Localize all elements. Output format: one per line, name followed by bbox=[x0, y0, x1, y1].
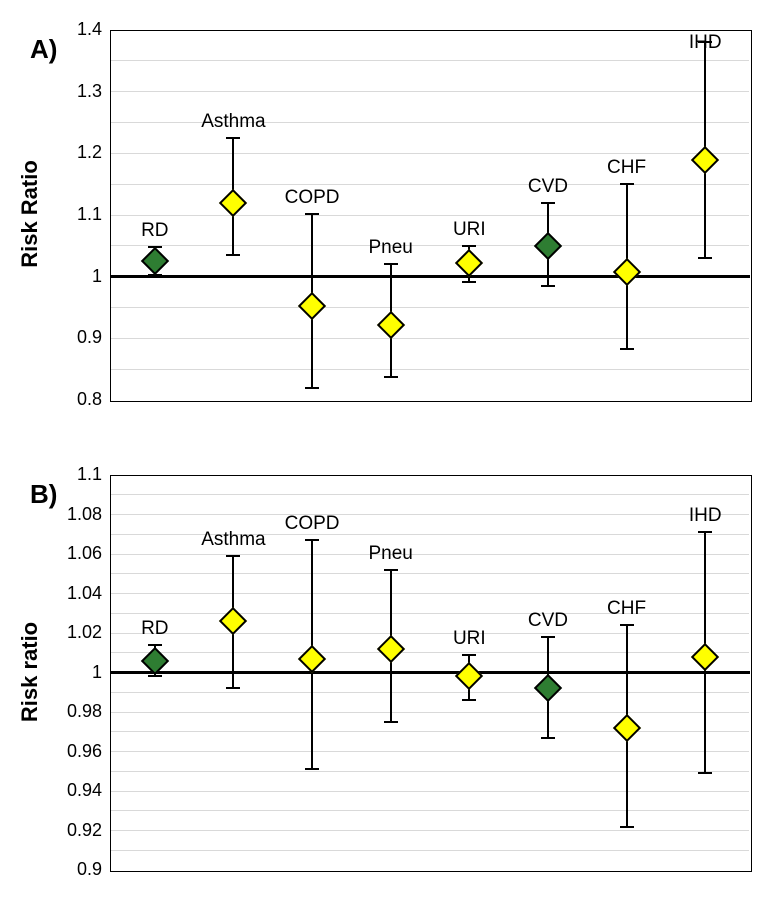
data-label: RD bbox=[141, 220, 168, 242]
ytick-label: 1.08 bbox=[52, 504, 102, 525]
gridline bbox=[111, 791, 749, 792]
ytick-label: 1.02 bbox=[52, 622, 102, 643]
gridline bbox=[111, 633, 749, 634]
error-cap bbox=[462, 654, 476, 656]
ytick-label: 1.1 bbox=[52, 464, 102, 485]
data-label: CVD bbox=[528, 610, 568, 632]
gridline bbox=[111, 554, 749, 555]
ytick-label: 1.1 bbox=[52, 204, 102, 225]
gridline bbox=[111, 731, 749, 732]
error-cap bbox=[698, 531, 712, 533]
gridline bbox=[111, 307, 749, 308]
ytick-label: 0.96 bbox=[52, 741, 102, 762]
gridline bbox=[111, 751, 749, 752]
reference-line bbox=[110, 671, 750, 674]
gridline bbox=[111, 153, 749, 154]
error-cap bbox=[541, 285, 555, 287]
error-cap bbox=[541, 202, 555, 204]
figure-root: A)0.80.911.11.21.31.4Risk RatioRDAsthmaC… bbox=[0, 0, 780, 900]
data-label: COPD bbox=[285, 187, 340, 209]
error-cap bbox=[698, 257, 712, 259]
data-label: URI bbox=[453, 219, 486, 241]
gridline bbox=[111, 184, 749, 185]
error-cap bbox=[305, 539, 319, 541]
gridline bbox=[111, 573, 749, 574]
error-cap bbox=[620, 826, 634, 828]
gridline bbox=[111, 338, 749, 339]
data-label: Pneu bbox=[368, 237, 412, 259]
gridline bbox=[111, 613, 749, 614]
gridline bbox=[111, 810, 749, 811]
error-cap bbox=[384, 263, 398, 265]
ytick-label: 0.9 bbox=[52, 327, 102, 348]
error-cap bbox=[305, 387, 319, 389]
ytick-label: 0.94 bbox=[52, 780, 102, 801]
data-label: CHF bbox=[607, 598, 646, 620]
ytick-label: 1.2 bbox=[52, 142, 102, 163]
gridline bbox=[111, 830, 749, 831]
error-cap bbox=[148, 675, 162, 677]
gridline bbox=[111, 60, 749, 61]
error-cap bbox=[384, 569, 398, 571]
error-cap bbox=[226, 137, 240, 139]
ytick-label: 1.4 bbox=[52, 19, 102, 40]
y-axis-label: Risk Ratio bbox=[17, 154, 43, 274]
error-cap bbox=[148, 644, 162, 646]
gridline bbox=[111, 593, 749, 594]
gridline bbox=[111, 692, 749, 693]
error-cap bbox=[384, 376, 398, 378]
data-label: Asthma bbox=[201, 529, 265, 551]
data-label: URI bbox=[453, 628, 486, 650]
error-cap bbox=[462, 281, 476, 283]
ytick-label: 1 bbox=[52, 266, 102, 287]
ytick-label: 0.8 bbox=[52, 389, 102, 410]
data-label: IHD bbox=[689, 32, 722, 54]
gridline bbox=[111, 215, 749, 216]
error-cap bbox=[620, 624, 634, 626]
data-label: CHF bbox=[607, 157, 646, 179]
gridline bbox=[111, 771, 749, 772]
data-label: COPD bbox=[285, 513, 340, 535]
reference-line bbox=[110, 275, 750, 278]
error-cap bbox=[620, 348, 634, 350]
gridline bbox=[111, 850, 749, 851]
error-cap bbox=[462, 245, 476, 247]
gridline bbox=[111, 369, 749, 370]
error-cap bbox=[620, 183, 634, 185]
data-label: Asthma bbox=[201, 111, 265, 133]
error-cap bbox=[305, 213, 319, 215]
data-label: RD bbox=[141, 618, 168, 640]
ytick-label: 0.9 bbox=[52, 859, 102, 880]
plot-area bbox=[110, 30, 752, 402]
error-cap bbox=[541, 737, 555, 739]
ytick-label: 0.92 bbox=[52, 820, 102, 841]
error-cap bbox=[226, 254, 240, 256]
error-cap bbox=[698, 772, 712, 774]
gridline bbox=[111, 245, 749, 246]
error-cap bbox=[541, 636, 555, 638]
error-cap bbox=[462, 699, 476, 701]
ytick-label: 1.3 bbox=[52, 81, 102, 102]
error-cap bbox=[226, 687, 240, 689]
gridline bbox=[111, 91, 749, 92]
ytick-label: 0.98 bbox=[52, 701, 102, 722]
error-cap bbox=[226, 555, 240, 557]
ytick-label: 1.06 bbox=[52, 543, 102, 564]
gridline bbox=[111, 494, 749, 495]
ytick-label: 1 bbox=[52, 662, 102, 683]
data-label: IHD bbox=[689, 505, 722, 527]
ytick-label: 1.04 bbox=[52, 583, 102, 604]
error-cap bbox=[384, 721, 398, 723]
data-label: Pneu bbox=[368, 543, 412, 565]
data-label: CVD bbox=[528, 176, 568, 198]
gridline bbox=[111, 652, 749, 653]
gridline bbox=[111, 712, 749, 713]
gridline bbox=[111, 514, 749, 515]
error-cap bbox=[305, 768, 319, 770]
y-axis-label: Risk ratio bbox=[17, 612, 43, 732]
